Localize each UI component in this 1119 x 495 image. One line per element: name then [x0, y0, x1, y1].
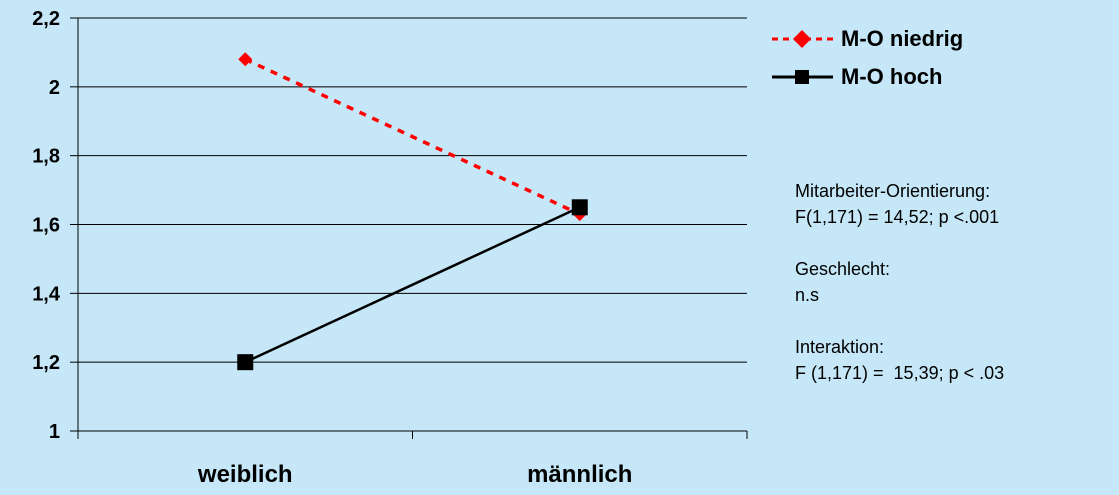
stat-geschlecht: Geschlecht: n.s	[795, 256, 1004, 308]
stat-interaktion: Interaktion: F (1,171) = 15,39; p < .03	[795, 334, 1004, 386]
legend-label-mo-niedrig: M-O niedrig	[841, 26, 964, 51]
legend-item-mo-niedrig: M-O niedrig	[770, 20, 963, 58]
stat-heading: Geschlecht:	[795, 259, 891, 279]
data-point-square	[237, 354, 254, 371]
stat-heading: Mitarbeiter-Orientierung:	[795, 181, 991, 201]
y-tick-label: 1,2	[32, 352, 60, 374]
y-tick-label: 2,2	[32, 8, 60, 30]
stat-value: n.s	[795, 285, 820, 305]
x-category-label: männlich	[527, 461, 632, 488]
legend: M-O niedrig M-O hoch	[770, 20, 963, 96]
stat-mitarbeiter-orientierung: Mitarbeiter-Orientierung: F(1,171) = 14,…	[795, 178, 1004, 230]
y-tick-label: 1	[49, 421, 60, 443]
series-line-mo-hoch	[244, 206, 581, 364]
series-line-mo-niedrig	[244, 57, 581, 216]
y-tick-label: 1,8	[32, 146, 60, 168]
legend-marker-solid-square-icon	[772, 70, 833, 84]
x-category-label: weiblich	[197, 461, 293, 488]
stat-value: F (1,171) = 15,39; p < .03	[795, 363, 1005, 383]
data-point-diamond	[238, 52, 253, 67]
statistics-annotations: Mitarbeiter-Orientierung: F(1,171) = 14,…	[795, 178, 1004, 412]
legend-item-mo-hoch: M-O hoch	[770, 58, 963, 96]
y-tick-label: 1,6	[32, 215, 60, 237]
legend-marker-dashed-diamond-icon	[772, 30, 833, 48]
data-point-square	[571, 199, 588, 216]
y-tick-label: 2	[49, 77, 60, 99]
stat-heading: Interaktion:	[795, 337, 885, 357]
y-tick-label: 1,4	[32, 283, 61, 305]
legend-label-mo-hoch: M-O hoch	[841, 64, 943, 89]
line-chart: 1 1,2 1,4 1,6 1,8 2 2,2 weiblich männlich	[32, 8, 748, 488]
stat-value: F(1,171) = 14,52; p <.001	[795, 207, 1000, 227]
